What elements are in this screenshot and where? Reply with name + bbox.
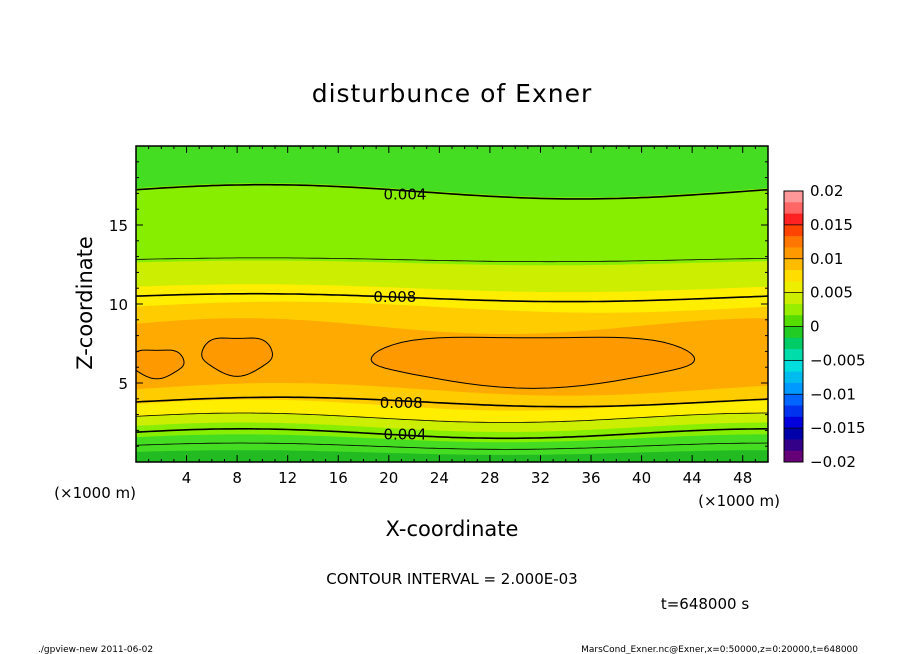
x-tick-label: 28 xyxy=(480,469,499,487)
colorbar-label: 0 xyxy=(810,318,820,336)
contour-line-6 xyxy=(136,442,768,450)
contour-interval-text: CONTOUR INTERVAL = 2.000E-03 xyxy=(326,570,577,588)
x-tick-label: 32 xyxy=(531,469,550,487)
colorbar-segment xyxy=(784,394,803,407)
colorbar-segment xyxy=(784,450,803,463)
x-axis-unit: (×1000 m) xyxy=(698,492,780,510)
colorbar-label: −0.02 xyxy=(810,453,856,471)
y-axis-ticks: 5 10 15 xyxy=(109,145,768,463)
contour-labels: 0.004 0.008 0.008 0.004 xyxy=(373,185,427,444)
contour-line-0 xyxy=(136,183,768,200)
colorbar-segment xyxy=(784,405,803,418)
colorbar-label: −0.005 xyxy=(810,351,866,369)
colorbar-segment xyxy=(784,191,803,203)
colorbar-segment xyxy=(784,247,803,260)
colorbar-segment xyxy=(784,349,803,361)
contour-line-5 xyxy=(136,428,768,440)
contour-label: 0.004 xyxy=(384,426,427,444)
time-text: t=648000 s xyxy=(661,595,749,613)
x-axis-ticks: 4 8 12 16 20 24 28 32 36 40 44 48 xyxy=(135,146,769,487)
colorbar-segment xyxy=(784,292,803,305)
x-tick-label: 24 xyxy=(430,469,449,487)
colorbar: 0.02 0.015 0.01 0.005 0 −0.005 −0.01 −0.015 −0.0… xyxy=(783,182,866,471)
y-tick-label: 15 xyxy=(109,217,128,235)
y-tick-label: 10 xyxy=(109,296,128,314)
plot-area xyxy=(135,145,769,463)
colorbar-segment xyxy=(784,428,803,440)
colorbar-label: 0.015 xyxy=(810,216,853,234)
colorbar-segment xyxy=(784,439,803,452)
colorbar-segment xyxy=(784,303,803,316)
x-tick-label: 44 xyxy=(683,469,702,487)
contour-label: 0.008 xyxy=(380,394,423,412)
x-left-unit: (×1000 m) xyxy=(54,484,136,502)
contour-label: 0.004 xyxy=(384,185,427,203)
band-lower-5 xyxy=(136,450,768,462)
x-tick-label: 4 xyxy=(182,469,192,487)
contour-line-4 xyxy=(136,412,768,423)
colorbar-segment xyxy=(784,258,803,271)
x-tick-label: 16 xyxy=(329,469,348,487)
chart-title: disturbunce of Exner xyxy=(312,79,593,108)
x-tick-label: 40 xyxy=(632,469,651,487)
contour-line-3 xyxy=(136,396,768,408)
x-tick-label: 36 xyxy=(581,469,600,487)
contour-label: 0.008 xyxy=(373,288,416,306)
colorbar-segment xyxy=(784,416,803,429)
footer-right: MarsCond_Exner.nc@Exner,x=0:50000,z=0:20… xyxy=(581,645,858,654)
colorbar-segment xyxy=(784,281,803,294)
footer-left: ./gpview-new 2011-06-02 xyxy=(38,645,153,654)
colorbar-segment xyxy=(784,213,803,226)
contour-line-1 xyxy=(136,257,768,263)
x-axis-label: X-coordinate xyxy=(386,517,519,541)
colorbar-label: 0.005 xyxy=(810,284,853,302)
x-tick-label: 48 xyxy=(733,469,752,487)
colorbar-label: 0.01 xyxy=(810,250,843,268)
colorbar-segment xyxy=(784,202,803,215)
colorbar-segment xyxy=(784,270,803,282)
colorbar-segment xyxy=(784,236,803,248)
colorbar-segment xyxy=(784,382,803,395)
colorbar-segment xyxy=(784,360,803,373)
colorbar-segment xyxy=(784,224,803,237)
field xyxy=(136,146,768,462)
y-axis-label: Z-coordinate xyxy=(73,236,97,370)
contour-line-2 xyxy=(136,292,768,303)
x-tick-label: 8 xyxy=(232,469,242,487)
colorbar-segment xyxy=(784,371,803,384)
blob-right xyxy=(370,336,696,389)
colorbar-segment xyxy=(784,315,803,327)
x-tick-label: 20 xyxy=(379,469,398,487)
colorbar-segment xyxy=(784,326,803,339)
colorbar-segment xyxy=(784,337,803,350)
blob-center-left xyxy=(201,337,274,377)
colorbar-label: −0.01 xyxy=(810,385,856,403)
x-tick-label: 12 xyxy=(278,469,297,487)
colorbar-label: −0.015 xyxy=(810,419,866,437)
colorbar-label: 0.02 xyxy=(810,182,843,200)
y-tick-label: 5 xyxy=(118,375,128,393)
blob-left xyxy=(136,349,185,380)
